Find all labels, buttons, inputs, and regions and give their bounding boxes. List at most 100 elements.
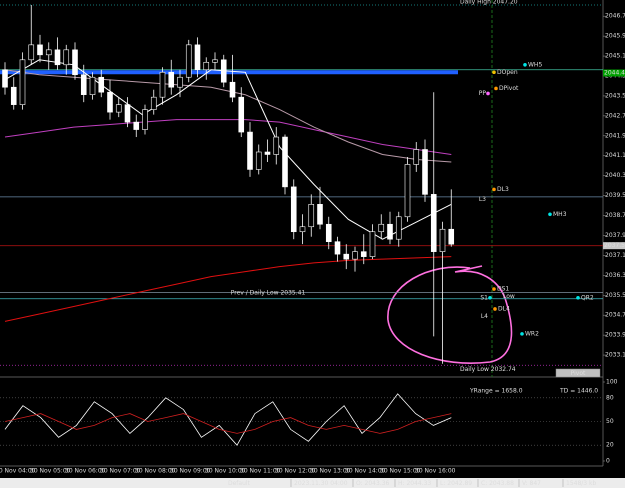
candle-body xyxy=(45,49,52,56)
osc-tick-label: 50 xyxy=(606,418,614,425)
osc-tick-label: 20 xyxy=(606,442,614,449)
y-tick-label: 2045.15 xyxy=(605,53,625,60)
candle-body xyxy=(317,204,323,225)
candle-body xyxy=(360,251,367,257)
level-label: Daily Low 2032.74 xyxy=(460,366,516,373)
moving-average xyxy=(4,119,452,155)
pivot-button-label[interactable]: Pivot xyxy=(571,370,586,377)
pivot-button[interactable] xyxy=(555,368,601,378)
candle-body xyxy=(177,76,183,88)
x-tick-label: 30 Nov 08:00 xyxy=(135,468,176,475)
pivot-label: L4 xyxy=(481,313,488,320)
pivot-dot xyxy=(523,62,527,67)
pivot-label: S1 xyxy=(480,294,488,301)
status-bar xyxy=(0,478,625,488)
pivot-dot xyxy=(576,295,580,300)
candle-body xyxy=(124,104,131,123)
candle-body xyxy=(19,59,26,105)
candle-body xyxy=(264,151,271,155)
candle-body xyxy=(133,121,140,130)
y-tick-label: 2037.15 xyxy=(605,252,625,259)
moving-average xyxy=(4,59,452,240)
status-item: H: 2044.33 xyxy=(398,480,431,487)
candle-body xyxy=(107,91,113,113)
pivot-dot xyxy=(493,307,497,311)
candle-body xyxy=(142,109,148,130)
x-tick-label: 30 Nov 15:00 xyxy=(380,468,421,475)
y-tick-label: 2036.35 xyxy=(605,272,625,279)
pivot-dot xyxy=(486,91,490,96)
candle-body xyxy=(299,226,306,233)
x-tick-label: 30 Nov 07:00 xyxy=(100,468,141,475)
price-tag-label: 2037.54 xyxy=(604,242,625,249)
x-tick-label: 30 Nov 11:00 xyxy=(240,468,281,475)
osc-tick-label: 100 xyxy=(606,379,618,386)
moving-average xyxy=(4,256,452,322)
candle-body xyxy=(247,131,253,170)
level-label: Daily High 2047.20 xyxy=(460,0,518,5)
x-tick-label: 30 Nov 04:00 xyxy=(0,468,36,475)
candle-body xyxy=(10,86,17,105)
candle-body xyxy=(115,104,122,113)
pivot-dot xyxy=(494,86,498,91)
status-item: 2023.11.30 04:00 xyxy=(294,480,348,487)
candle-body xyxy=(220,59,227,83)
osc-tick-label: 0 xyxy=(606,458,610,465)
status-item: 1548/3 kb xyxy=(566,480,596,487)
pivot-label: L3 xyxy=(479,196,486,203)
pivot-label: Low xyxy=(503,293,515,300)
pivot-dot xyxy=(492,287,496,291)
candle-body xyxy=(203,61,210,71)
osc-line xyxy=(4,413,452,434)
status-item: V: 847 xyxy=(522,480,541,487)
y-tick-label: 2042.75 xyxy=(605,112,625,119)
candle-body xyxy=(395,216,402,240)
y-tick-label: 2043.55 xyxy=(605,92,625,99)
y-tick-label: 2040.35 xyxy=(605,172,625,179)
level-label: Prev / Daily Low 2035.41 xyxy=(231,289,306,296)
candle-body xyxy=(352,251,358,260)
candle-body xyxy=(308,204,315,228)
candle-body xyxy=(430,194,437,252)
y-tick-label: 2034.75 xyxy=(605,312,625,319)
y-tick-label: 2033.95 xyxy=(605,332,625,339)
x-tick-label: 30 Nov 05:00 xyxy=(30,468,71,475)
status-item: L: 2042.89 xyxy=(440,480,472,487)
candle-body xyxy=(343,253,350,260)
y-tick-label: 2035.55 xyxy=(605,292,625,299)
pivot-dot xyxy=(548,212,552,217)
candle-body xyxy=(255,151,262,170)
info-text: TD = 1446.0 xyxy=(559,388,598,395)
candle-body xyxy=(2,69,8,88)
candle-body xyxy=(194,44,201,71)
candle-body xyxy=(159,71,166,98)
y-tick-label: 2037.95 xyxy=(605,232,625,239)
candle-body xyxy=(229,81,236,98)
pivot-label: PP xyxy=(479,90,487,97)
price-tag xyxy=(603,69,625,77)
candle-body xyxy=(185,44,192,78)
candle-body xyxy=(413,149,420,165)
x-tick-label: 30 Nov 14:00 xyxy=(345,468,386,475)
status-item: Default xyxy=(228,480,251,487)
x-tick-label: 30 Nov 13:00 xyxy=(310,468,351,475)
price-tag-label: 2044.47 xyxy=(604,70,625,77)
y-tick-label: 2038.75 xyxy=(605,212,625,219)
candle-body xyxy=(37,44,43,56)
x-tick-label: 30 Nov 16:00 xyxy=(415,468,456,475)
candle-body xyxy=(98,76,105,93)
pivot-label: DL4 xyxy=(498,305,510,312)
candle-body xyxy=(150,96,157,110)
pivot-dot xyxy=(520,332,524,336)
pivot-label: WR2 xyxy=(525,330,539,337)
osc-line xyxy=(4,393,452,446)
x-tick-label: 30 Nov 09:00 xyxy=(170,468,211,475)
pivot-label: MH3 xyxy=(553,211,567,218)
candle-body xyxy=(273,136,280,155)
pivot-dot xyxy=(488,295,492,300)
pivot-dot xyxy=(492,70,496,75)
pivot-label: WH5 xyxy=(528,61,542,68)
pivot-label: QR2 xyxy=(581,294,594,301)
